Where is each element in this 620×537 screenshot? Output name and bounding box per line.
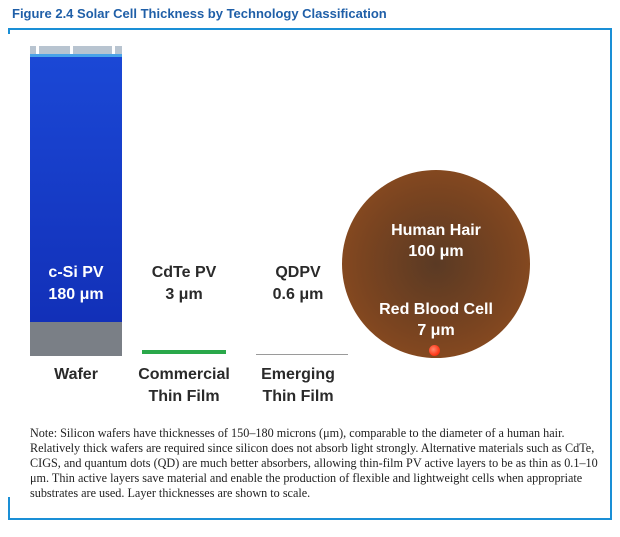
hair-name-label: Human Hair xyxy=(391,222,481,239)
wafer-base-layer xyxy=(30,322,122,356)
red-blood-cell-dot xyxy=(429,345,440,356)
emerging-category-line1: Emerging xyxy=(261,366,335,383)
emerging-category-line2: Thin Film xyxy=(262,388,334,405)
commercial-category-line1: Commercial xyxy=(138,366,230,383)
cdte-name-label: CdTe PV xyxy=(151,264,217,281)
wafer-contact-layer xyxy=(30,46,122,54)
qdpv-thickness-label: 0.6 μm xyxy=(272,286,324,303)
human-hair-circle xyxy=(342,170,530,358)
left-border-bottom xyxy=(8,497,10,520)
wafer-category-label: Wafer xyxy=(54,366,98,383)
bottom-border xyxy=(8,518,612,520)
left-border-top xyxy=(8,28,10,34)
cdte-layer-bar xyxy=(142,350,226,354)
title-rule xyxy=(8,28,612,30)
right-border xyxy=(610,28,612,518)
figure-note: Note: Silicon wafers have thicknesses of… xyxy=(30,426,598,500)
rbc-name-label: Red Blood Cell xyxy=(379,301,493,318)
csi-name-label: c-Si PV xyxy=(48,264,104,281)
cdte-thickness-label: 3 μm xyxy=(165,286,203,303)
hair-size-label: 100 μm xyxy=(408,243,464,260)
rbc-size-label: 7 μm xyxy=(417,322,455,339)
figure-title: Figure 2.4 Solar Cell Thickness by Techn… xyxy=(12,6,387,21)
qdpv-layer-bar xyxy=(256,354,348,355)
csi-wafer-bar xyxy=(30,54,122,322)
wafer-contact-gap xyxy=(70,46,73,54)
wafer-contact-gap xyxy=(112,46,115,54)
wafer-contact-gap xyxy=(36,46,39,54)
wafer-top-edge xyxy=(30,54,122,57)
commercial-category-line2: Thin Film xyxy=(148,388,220,405)
qdpv-name-label: QDPV xyxy=(275,264,321,281)
csi-thickness-label: 180 μm xyxy=(48,286,104,303)
